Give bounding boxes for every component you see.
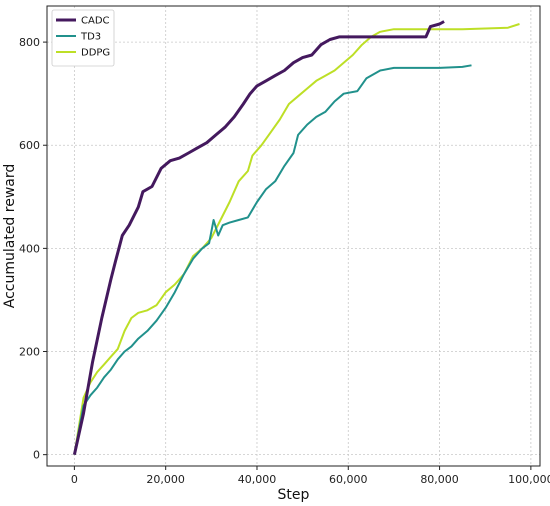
y-tick-label: 400 bbox=[19, 242, 40, 255]
y-tick-label: 800 bbox=[19, 36, 40, 49]
legend-label-td3: TD3 bbox=[80, 32, 101, 43]
series bbox=[72, 20, 520, 456]
series-line-ddpg bbox=[73, 23, 520, 455]
grid bbox=[47, 6, 540, 466]
y-tick-label: 200 bbox=[19, 346, 40, 359]
y-axis-label: Accumulated reward bbox=[2, 164, 18, 309]
series-line-cadc bbox=[72, 20, 445, 456]
x-axis-label: Step bbox=[278, 487, 310, 503]
y-tick-label: 600 bbox=[19, 139, 40, 152]
x-tick-label: 20,000 bbox=[146, 473, 185, 486]
x-tick-label: 40,000 bbox=[238, 473, 277, 486]
legend-label-ddpg: DDPG bbox=[81, 48, 110, 59]
ticks: 0 20,000 40,000 60,000 80,000 100,000 0 200 400 6… bbox=[19, 36, 550, 486]
x-tick-label: 100,000 bbox=[508, 473, 550, 486]
x-tick-label: 0 bbox=[71, 473, 78, 486]
series-line-td3 bbox=[73, 64, 472, 455]
y-tick-label: 0 bbox=[33, 449, 40, 462]
x-tick-label: 60,000 bbox=[329, 473, 368, 486]
legend: CADC TD3 DDPG bbox=[51, 9, 115, 67]
x-tick-label: 80,000 bbox=[420, 473, 459, 486]
plot-frame bbox=[46, 5, 541, 467]
legend-label-cadc: CADC bbox=[81, 16, 110, 27]
